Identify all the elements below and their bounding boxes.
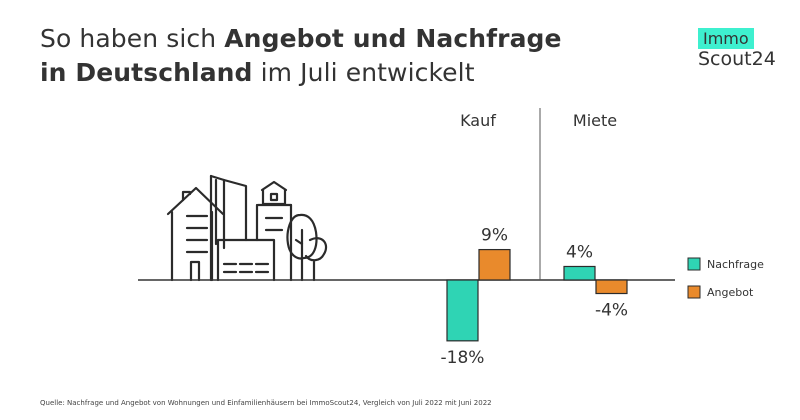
group-label-kauf: Kauf: [460, 111, 496, 130]
chart-title: So haben sich Angebot und Nachfrage in D…: [40, 22, 562, 90]
immoscout24-logo: Immo Scout24: [692, 28, 776, 72]
title-part-2: im Juli entwickelt: [252, 58, 475, 87]
source-note: Quelle: Nachfrage und Angebot von Wohnun…: [40, 399, 492, 407]
legend-label-nachfrage: Nachfrage: [707, 258, 764, 271]
bar-nachfrage-miete: [563, 265, 596, 281]
legend-label-angebot: Angebot: [707, 286, 754, 299]
data-label-angebot-miete: -4%: [595, 301, 628, 321]
data-label-nachfrage-miete: 4%: [566, 242, 593, 262]
title-bold-2: in Deutschland: [40, 58, 253, 87]
bar-angebot-kauf: [478, 248, 511, 281]
title-part-1: So haben sich: [40, 24, 225, 53]
logo-scout24: Scout24: [698, 48, 776, 70]
legend-swatch-angebot: [687, 285, 701, 299]
logo-immo: Immo: [698, 28, 754, 49]
city-buildings-icon: [166, 174, 328, 282]
group-label-miete: Miete: [573, 111, 617, 130]
data-label-nachfrage-kauf: -18%: [441, 348, 485, 368]
title-bold-1: Angebot und Nachfrage: [224, 24, 562, 53]
bar-angebot-miete: [595, 279, 628, 295]
bar-nachfrage-kauf: [446, 279, 479, 342]
legend-swatch-nachfrage: [687, 257, 701, 271]
data-label-angebot-kauf: 9%: [481, 226, 508, 246]
